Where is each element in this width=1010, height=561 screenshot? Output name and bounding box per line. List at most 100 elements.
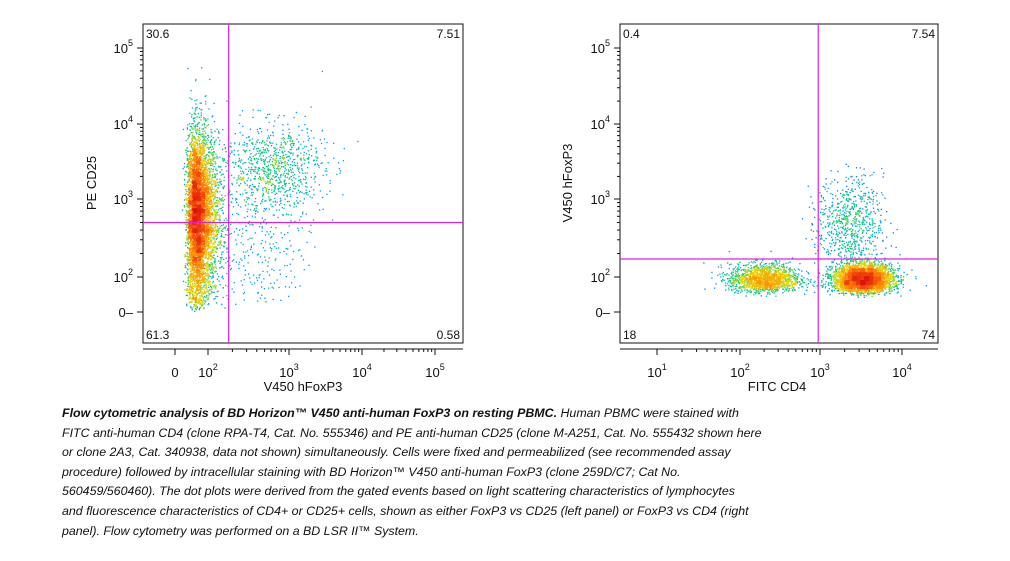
data-point xyxy=(210,182,212,184)
data-point xyxy=(195,156,197,159)
data-point xyxy=(190,209,192,212)
data-point xyxy=(204,212,206,214)
data-point xyxy=(191,280,193,283)
data-point xyxy=(261,226,263,228)
data-point xyxy=(213,158,215,160)
data-point xyxy=(273,214,275,216)
data-point xyxy=(286,264,288,267)
data-point xyxy=(218,131,220,134)
data-point xyxy=(196,125,199,128)
data-point xyxy=(249,149,251,152)
data-point xyxy=(214,175,216,177)
data-point xyxy=(206,138,208,140)
data-point xyxy=(218,241,220,244)
data-point xyxy=(206,279,208,281)
data-point xyxy=(223,219,225,221)
data-point xyxy=(197,151,199,153)
data-point xyxy=(185,202,187,204)
data-point xyxy=(255,158,257,160)
data-point xyxy=(251,203,253,205)
data-point xyxy=(189,181,191,183)
data-point xyxy=(267,181,270,183)
data-point xyxy=(191,132,193,134)
data-point xyxy=(185,263,187,265)
data-point xyxy=(192,137,194,139)
data-point xyxy=(262,198,264,200)
data-point xyxy=(215,211,218,214)
data-point xyxy=(314,163,317,165)
data-point xyxy=(241,159,243,161)
data-point xyxy=(278,190,280,193)
data-point xyxy=(287,169,289,171)
data-point xyxy=(190,141,192,143)
data-point xyxy=(210,149,213,151)
data-point xyxy=(293,159,295,161)
data-point xyxy=(267,192,269,194)
data-point xyxy=(208,264,210,266)
data-point xyxy=(245,149,247,152)
data-point xyxy=(255,153,258,155)
data-point xyxy=(206,288,208,291)
data-point xyxy=(195,297,197,300)
data-point xyxy=(210,167,212,170)
data-point xyxy=(204,197,207,199)
data-point xyxy=(191,160,193,162)
data-point xyxy=(187,268,189,271)
data-point xyxy=(202,207,204,209)
data-point xyxy=(188,236,190,238)
data-point xyxy=(201,147,203,149)
data-point xyxy=(200,274,202,276)
data-point xyxy=(267,177,269,179)
data-point xyxy=(211,245,214,247)
data-point xyxy=(195,107,197,109)
data-point xyxy=(222,287,224,289)
data-point xyxy=(208,289,211,291)
data-point xyxy=(260,242,262,245)
data-point xyxy=(209,198,211,200)
data-point xyxy=(203,203,205,205)
data-point xyxy=(190,242,192,245)
data-point xyxy=(225,151,227,153)
data-point xyxy=(202,238,204,240)
data-point xyxy=(238,143,240,146)
data-point xyxy=(215,223,217,225)
data-point xyxy=(207,262,209,264)
data-point xyxy=(216,205,219,207)
data-point xyxy=(199,303,201,305)
data-point xyxy=(288,155,290,158)
data-point xyxy=(223,186,225,188)
data-point xyxy=(313,172,315,174)
data-point xyxy=(207,277,209,279)
data-point xyxy=(195,295,197,297)
data-point xyxy=(256,171,258,173)
data-point xyxy=(209,229,211,232)
data-point xyxy=(210,142,212,144)
data-point xyxy=(194,141,196,143)
data-point xyxy=(194,148,196,150)
data-point xyxy=(192,240,194,243)
data-point xyxy=(232,206,235,208)
data-point xyxy=(191,245,193,247)
data-point xyxy=(305,182,307,184)
data-point xyxy=(217,157,219,159)
data-point xyxy=(219,191,221,193)
data-point xyxy=(256,162,258,164)
data-point xyxy=(274,162,276,164)
data-point xyxy=(191,188,193,190)
data-point xyxy=(205,161,207,163)
data-point xyxy=(192,158,194,160)
data-point xyxy=(264,174,266,176)
data-point xyxy=(184,242,187,244)
data-point xyxy=(192,296,194,299)
data-point xyxy=(194,284,196,286)
data-point xyxy=(199,182,201,185)
data-point xyxy=(200,242,202,244)
data-point xyxy=(209,159,212,162)
data-point xyxy=(182,168,184,170)
data-point xyxy=(300,181,302,183)
data-point xyxy=(213,247,215,249)
data-point xyxy=(263,167,266,170)
data-point xyxy=(204,278,206,280)
data-point xyxy=(194,137,197,139)
data-point xyxy=(272,163,274,166)
